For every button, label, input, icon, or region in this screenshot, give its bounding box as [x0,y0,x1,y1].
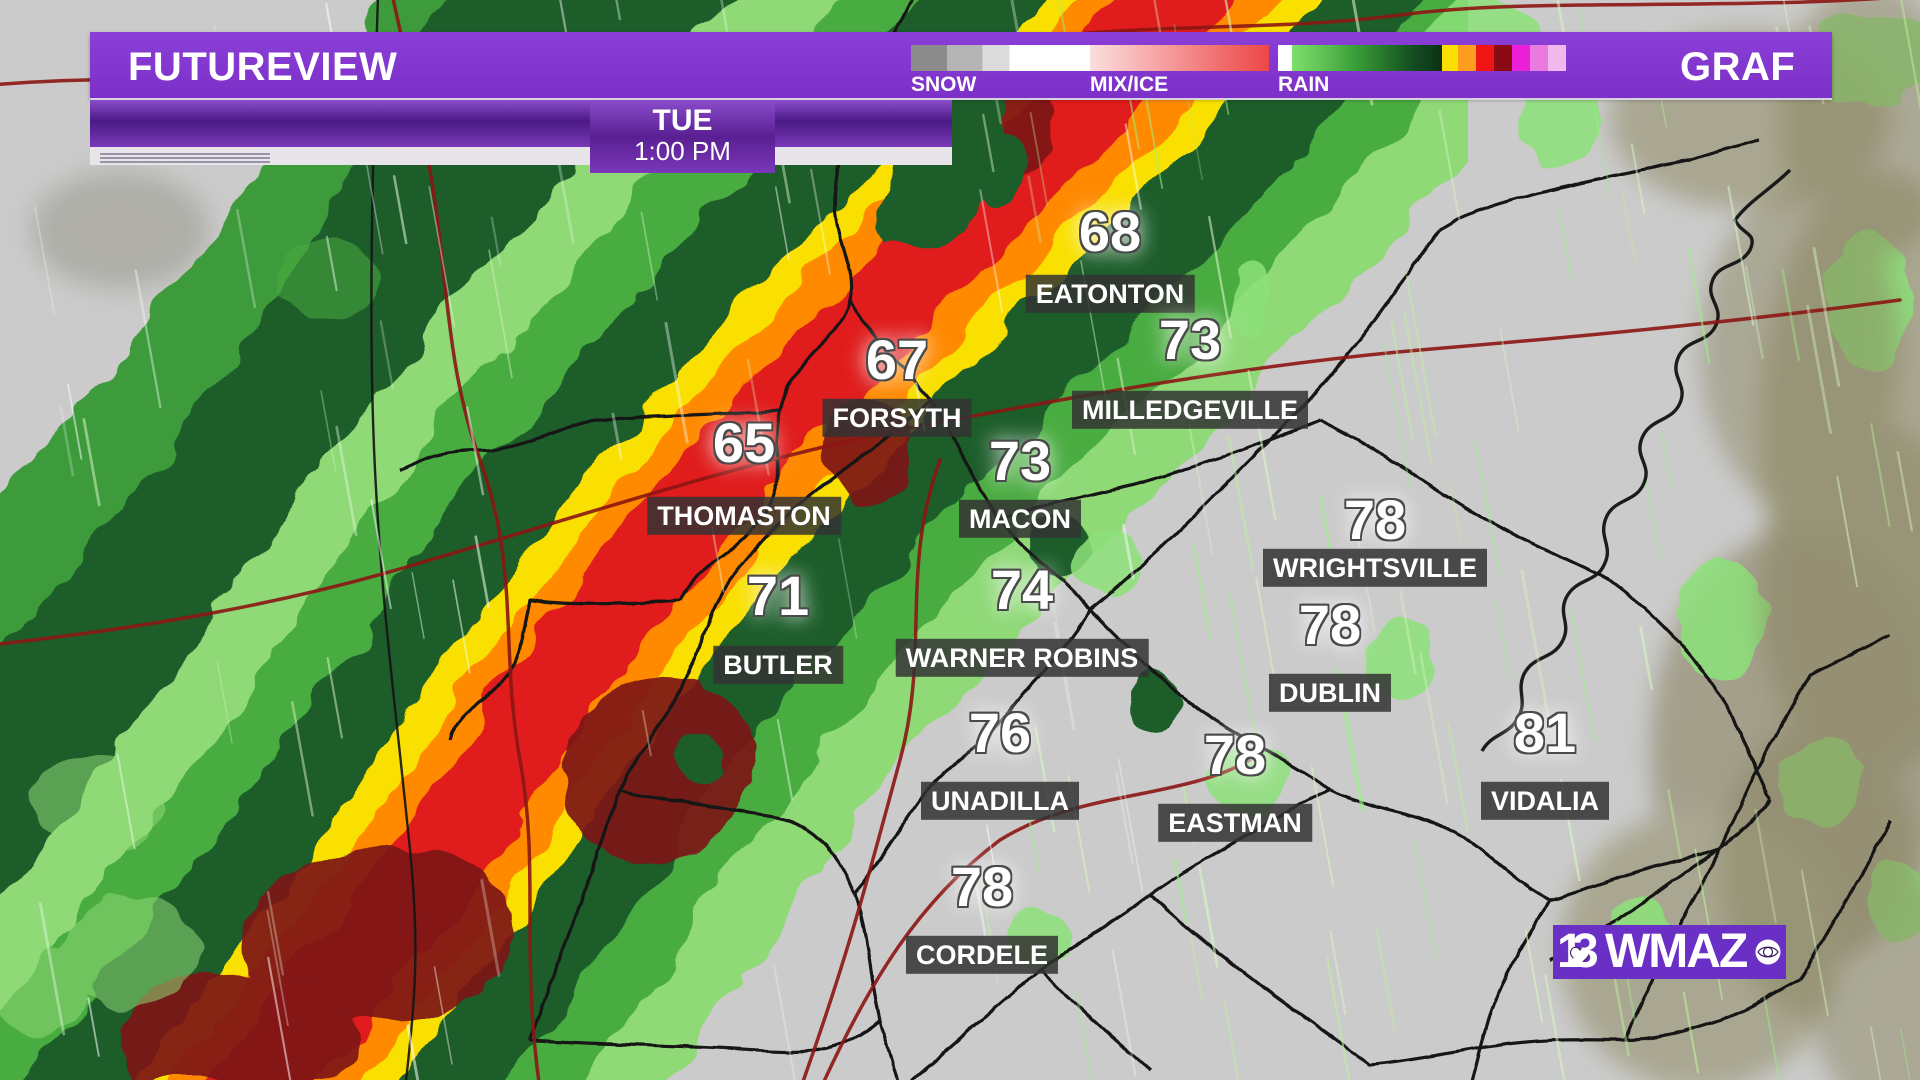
svg-text:WMAZ: WMAZ [1605,925,1747,978]
svg-text:3: 3 [1572,925,1597,978]
